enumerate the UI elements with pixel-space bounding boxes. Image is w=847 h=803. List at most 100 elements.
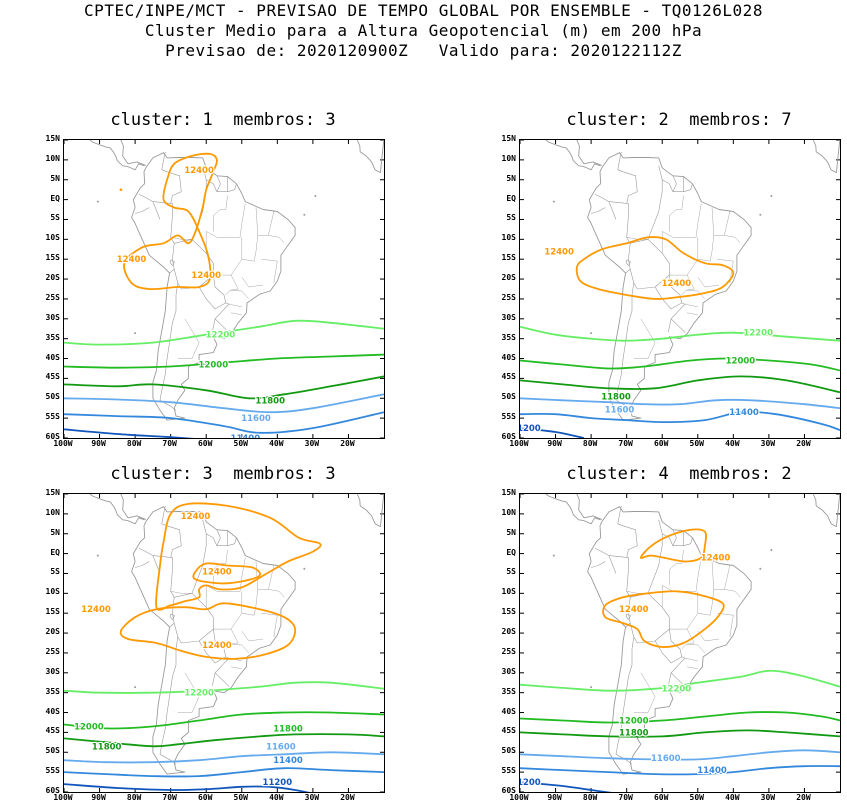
map-panel: 12400 12400 12400 12400 12200 12000 11800 11800… — [63, 493, 385, 793]
lon-tick-label: 50W — [689, 439, 704, 448]
isoline-11800 — [64, 733, 384, 748]
country-border — [625, 243, 631, 274]
coastline-south-america — [587, 506, 752, 775]
contour-label: 11600 — [605, 405, 635, 415]
lat-tick-label: 10S — [501, 233, 516, 243]
lat-tick-label: 20S — [501, 627, 516, 637]
lat-tick-label: 10N — [45, 153, 60, 163]
country-border — [212, 318, 216, 332]
country-border — [629, 269, 670, 290]
country-border — [668, 672, 672, 686]
lon-tick-label: 30W — [304, 439, 320, 448]
contour-label: 12400 — [202, 641, 232, 651]
lat-tick-label: 5N — [50, 173, 60, 183]
lon-tick-label: 30W — [760, 793, 776, 802]
contour-label: 11800 — [92, 742, 122, 752]
lon-tick-label: 90W — [547, 793, 562, 802]
lat-tick-label: 15S — [501, 253, 516, 263]
state-border — [170, 591, 192, 594]
state-border — [213, 549, 228, 586]
lon-tick-label: 20W — [340, 793, 355, 802]
state-border — [633, 318, 656, 359]
country-border — [191, 519, 207, 594]
country-border — [206, 179, 237, 192]
isoline-11400 — [520, 765, 840, 776]
contour-label: 12400 — [544, 247, 574, 257]
lon-tick-label: 60W — [653, 793, 669, 802]
country-border — [654, 286, 682, 310]
lon-tick-label: 30W — [760, 439, 776, 448]
contour-label: 1200 — [520, 778, 541, 788]
isoline-11600 — [520, 749, 840, 761]
coastline-west-africa — [812, 494, 840, 528]
lon-tick-label: 100W — [509, 793, 529, 802]
isoline-11200 — [520, 427, 585, 438]
lon-tick-label: 50W — [689, 793, 704, 802]
map-canvas: 12400 12400 12200 12000 11800 11600 11400 1200 — [520, 494, 840, 792]
state-border — [661, 557, 702, 608]
contour-label: 11600 — [651, 754, 681, 764]
state-border — [724, 235, 741, 244]
country-border — [617, 151, 638, 192]
contour-label: 11800 — [601, 392, 631, 402]
isoline-11800 — [520, 375, 840, 394]
contour-label: 12400 — [181, 512, 211, 522]
isoline-12400 — [640, 528, 708, 563]
coastline-west-africa — [356, 140, 384, 174]
island-marker — [590, 686, 593, 689]
lat-tick-label: 35S — [501, 332, 516, 342]
lat-tick-label: 10S — [501, 587, 516, 597]
coastline-central-america — [64, 140, 145, 171]
lake-outline — [625, 259, 631, 266]
contour-label: 12400 — [191, 271, 221, 281]
lat-tick-label: 40S — [501, 706, 516, 716]
country-border — [170, 545, 182, 558]
contour-label: 11400 — [729, 408, 759, 418]
isoline-11400 — [64, 411, 384, 434]
island-marker — [759, 567, 762, 570]
island-marker — [134, 332, 137, 335]
lat-tick-label: 25S — [501, 646, 516, 656]
isoline-12200 — [64, 681, 384, 694]
contour-label: 12000 — [74, 722, 104, 732]
lon-tick-label: 60W — [197, 439, 213, 448]
lat-tick-label: 5S — [50, 213, 60, 223]
isoline-11800 — [64, 375, 384, 400]
isoline-12400 — [575, 236, 735, 300]
isoline-12400 — [192, 562, 261, 585]
lon-tick-label: 100W — [53, 439, 73, 448]
isoline-12000 — [64, 711, 384, 730]
isoline-12400 — [123, 152, 218, 291]
map-canvas: 12400 12400 12400 12200 12000 11800 11600 11400 — [64, 140, 384, 438]
lat-tick-label: 60S — [501, 432, 516, 441]
state-border — [724, 589, 741, 598]
lon-tick-label: 100W — [53, 793, 73, 802]
island-marker — [770, 549, 773, 552]
contour-label: 12200 — [206, 331, 236, 341]
state-border — [261, 612, 278, 638]
isoline-11400 — [64, 767, 384, 778]
lon-tick-label: 90W — [91, 439, 106, 448]
lat-tick-label: 10N — [45, 507, 60, 517]
lat-tick-label: 40S — [45, 352, 60, 362]
lon-tick-label: 40W — [725, 439, 740, 448]
state-border — [633, 672, 656, 713]
lon-tick-label: 80W — [126, 439, 142, 448]
lon-tick-label: 100W — [509, 439, 529, 448]
lat-tick-label: 10S — [45, 233, 60, 243]
lat-tick-label: EQ — [50, 193, 60, 203]
island-marker — [303, 213, 306, 216]
lat-tick-label: 15N — [45, 488, 60, 497]
panel-title: cluster: 3 membros: 3 — [110, 464, 336, 484]
lat-tick-label: 15N — [45, 134, 60, 143]
country-border — [216, 175, 221, 192]
panel-title: cluster: 4 membros: 2 — [566, 464, 792, 484]
state-border — [255, 561, 275, 590]
lat-tick-label: 50S — [501, 392, 516, 402]
lat-tick-label: 45S — [45, 726, 60, 736]
state-border — [205, 557, 246, 608]
island-marker — [314, 195, 317, 198]
state-border — [681, 643, 706, 654]
country-border — [135, 561, 150, 568]
lon-tick-label: 70W — [618, 793, 633, 802]
